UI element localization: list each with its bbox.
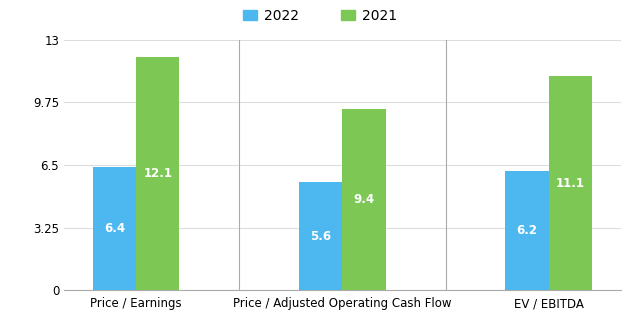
Text: 9.4: 9.4	[353, 193, 374, 206]
Bar	[506, 171, 548, 290]
Bar	[548, 76, 592, 290]
Bar	[342, 109, 386, 290]
Bar	[93, 167, 136, 290]
Text: 6.2: 6.2	[516, 224, 538, 237]
Text: 12.1: 12.1	[143, 167, 172, 180]
Text: 11.1: 11.1	[556, 177, 585, 190]
Text: 6.4: 6.4	[104, 222, 125, 235]
Bar	[136, 57, 179, 290]
Bar	[299, 182, 342, 290]
Legend: 2022, 2021: 2022, 2021	[237, 4, 403, 29]
Text: 5.6: 5.6	[310, 230, 332, 243]
